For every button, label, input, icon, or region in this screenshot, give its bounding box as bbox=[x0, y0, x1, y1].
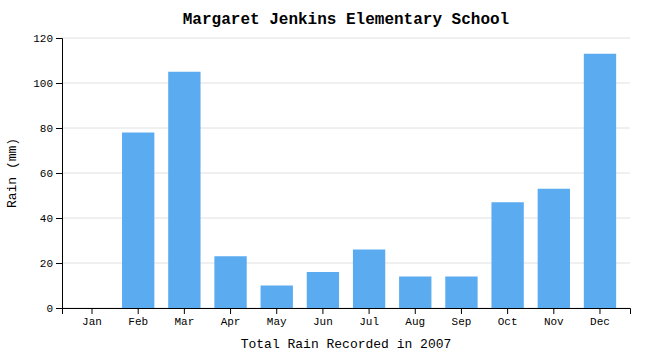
tick-label: 20 bbox=[40, 258, 53, 270]
bar bbox=[584, 54, 616, 308]
tick-label: 0 bbox=[46, 303, 53, 315]
tick: Aug bbox=[405, 308, 425, 328]
tick-label: 120 bbox=[33, 33, 53, 45]
tick-label: Jan bbox=[82, 316, 102, 328]
tick-label: 60 bbox=[40, 168, 53, 180]
tick: 20 bbox=[40, 258, 62, 270]
tick-mark bbox=[184, 308, 185, 314]
grid-line bbox=[62, 128, 630, 129]
tick-mark bbox=[230, 308, 231, 314]
tick-mark bbox=[599, 308, 600, 314]
tick: Apr bbox=[221, 308, 241, 328]
tick: Feb bbox=[128, 308, 148, 328]
tick: Nov bbox=[544, 308, 564, 328]
chart-svg: Jan Feb Mar Apr May Jun Jul Aug Sep Oct Nov Dec 0 20 4… bbox=[0, 0, 650, 360]
bar bbox=[214, 256, 246, 308]
chart-container: Jan Feb Mar Apr May Jun Jul Aug Sep Oct Nov Dec 0 20 4… bbox=[0, 0, 650, 360]
title: Margaret Jenkins Elementary School bbox=[183, 11, 509, 29]
tick-mark bbox=[276, 308, 277, 314]
tick: Dec bbox=[590, 308, 610, 328]
tick-mark bbox=[56, 218, 62, 219]
axis-line bbox=[56, 39, 63, 309]
tick-mark bbox=[56, 128, 62, 129]
bar bbox=[168, 72, 200, 308]
tick-mark bbox=[507, 308, 508, 314]
bar bbox=[491, 202, 523, 308]
grid-line bbox=[62, 38, 630, 39]
y-axis-title: Rain (mm) bbox=[5, 138, 20, 208]
x-axis-title: Total Rain Recorded in 2007 bbox=[241, 337, 452, 352]
tick: Sep bbox=[452, 308, 472, 328]
bar bbox=[353, 250, 385, 309]
tick-label: May bbox=[267, 316, 287, 328]
tick-label: Aug bbox=[405, 316, 425, 328]
plot-area: Jan Feb Mar Apr May Jun Jul Aug Sep Oct Nov Dec 0 20 4… bbox=[33, 33, 630, 328]
bar bbox=[307, 272, 339, 308]
tick-label: Oct bbox=[498, 316, 518, 328]
bar bbox=[445, 277, 477, 309]
tick-mark bbox=[56, 308, 62, 309]
tick-label: 100 bbox=[33, 78, 53, 90]
tick: Oct bbox=[498, 308, 518, 328]
tick-label: 80 bbox=[40, 123, 53, 135]
tick-label: Jun bbox=[313, 316, 333, 328]
y-axis: 0 20 40 60 80 100 120 bbox=[33, 33, 62, 315]
tick-mark bbox=[553, 308, 554, 314]
bar bbox=[122, 133, 154, 309]
tick-label: Feb bbox=[128, 316, 148, 328]
tick: 120 bbox=[33, 33, 62, 45]
bars bbox=[122, 54, 616, 308]
tick-mark bbox=[322, 308, 323, 314]
tick-label: Mar bbox=[174, 316, 194, 328]
grid-line bbox=[62, 83, 630, 84]
tick: 80 bbox=[40, 123, 62, 135]
tick-label: Apr bbox=[221, 316, 241, 328]
tick-mark bbox=[461, 308, 462, 314]
tick-mark bbox=[56, 83, 62, 84]
bar bbox=[261, 286, 293, 309]
bar bbox=[76, 308, 108, 309]
tick: 100 bbox=[33, 78, 62, 90]
axis-line bbox=[63, 309, 631, 315]
tick: Mar bbox=[174, 308, 194, 328]
tick: Jul bbox=[359, 308, 379, 328]
bar bbox=[399, 277, 431, 309]
tick: 40 bbox=[40, 213, 62, 225]
tick-label: Dec bbox=[590, 316, 610, 328]
tick-label: Sep bbox=[452, 316, 472, 328]
tick: Jun bbox=[313, 308, 333, 328]
x-axis: Jan Feb Mar Apr May Jun Jul Aug Sep Oct Nov Dec bbox=[63, 308, 631, 328]
tick-mark bbox=[369, 308, 370, 314]
tick-mark bbox=[92, 308, 93, 314]
tick-mark bbox=[56, 263, 62, 264]
tick-mark bbox=[56, 173, 62, 174]
tick: 60 bbox=[40, 168, 62, 180]
tick-label: Jul bbox=[359, 316, 379, 328]
tick-mark bbox=[415, 308, 416, 314]
tick: May bbox=[267, 308, 287, 328]
tick-label: 40 bbox=[40, 213, 53, 225]
tick-mark bbox=[138, 308, 139, 314]
bar bbox=[538, 189, 570, 308]
tick: 0 bbox=[46, 303, 62, 315]
grid bbox=[62, 38, 630, 308]
tick: Jan bbox=[82, 308, 102, 328]
tick-mark bbox=[56, 38, 62, 39]
tick-label: Nov bbox=[544, 316, 564, 328]
